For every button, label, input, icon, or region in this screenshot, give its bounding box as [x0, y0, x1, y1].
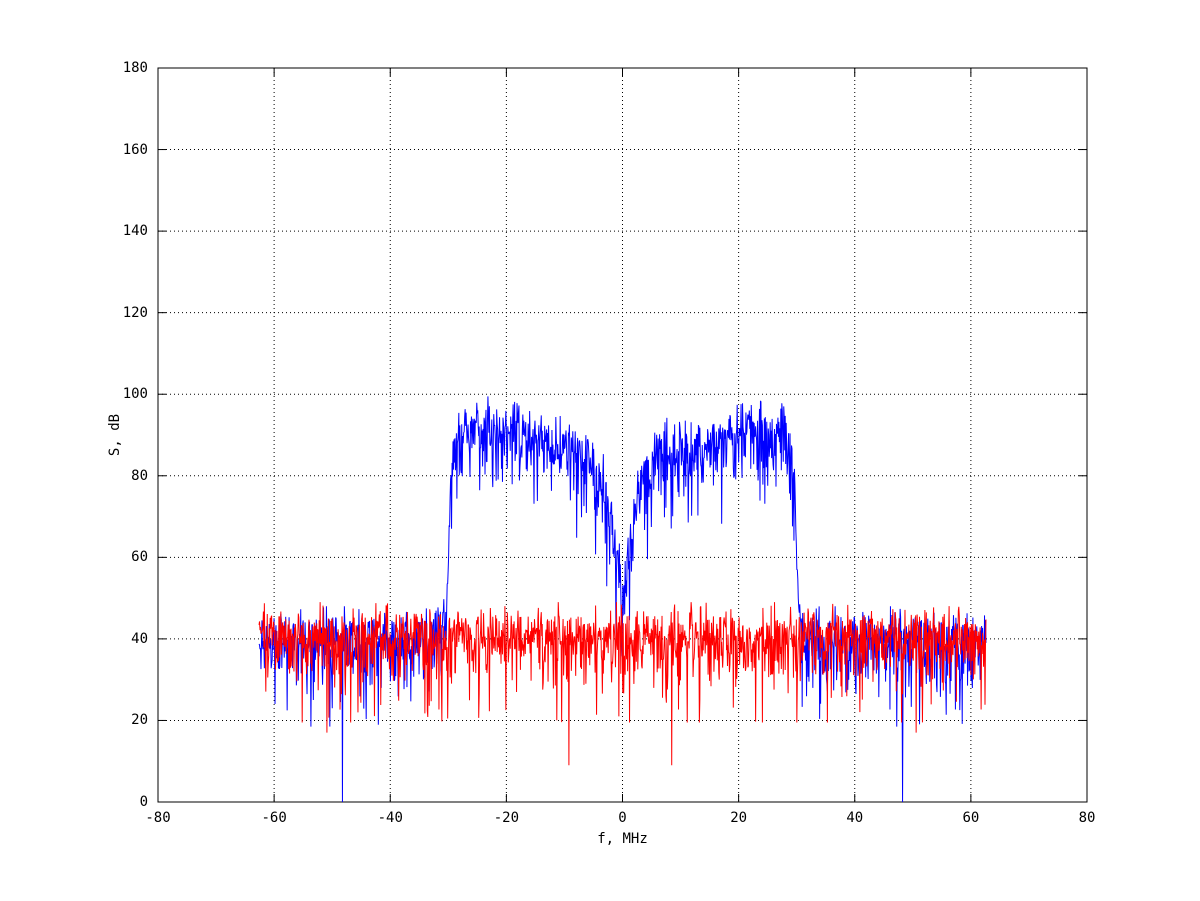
plot-box: [157, 67, 1088, 803]
y-tick-label: 100: [122, 386, 148, 403]
x-tick-label: -40: [377, 810, 403, 826]
y-tick-label: 180: [122, 60, 148, 76]
x-tick-label: 0: [618, 810, 627, 826]
x-tick-label: 40: [846, 810, 864, 826]
signal-spectrum-trace: [258, 396, 987, 803]
y-tick-label: 20: [131, 712, 148, 729]
y-tick-label: 40: [131, 630, 148, 647]
y-tick-label: 0: [139, 794, 148, 810]
y-tick-label: 80: [131, 467, 148, 484]
y-tick-label: 60: [131, 549, 148, 566]
y-tick-label: 140: [122, 223, 148, 240]
noise-floor-trace: [258, 602, 987, 766]
y-tick-label: 120: [122, 304, 148, 321]
x-tick-label: -60: [261, 810, 287, 826]
x-tick-label: -20: [493, 810, 520, 826]
x-axis-title: f, MHz: [597, 831, 648, 847]
x-tick-label: 60: [962, 810, 980, 826]
x-tick-label: 80: [1078, 810, 1096, 826]
x-tick-label: 20: [730, 810, 748, 826]
y-axis-title: S, dB: [107, 413, 123, 457]
x-tick-label: -80: [145, 810, 171, 826]
y-tick-label: 160: [122, 141, 148, 158]
